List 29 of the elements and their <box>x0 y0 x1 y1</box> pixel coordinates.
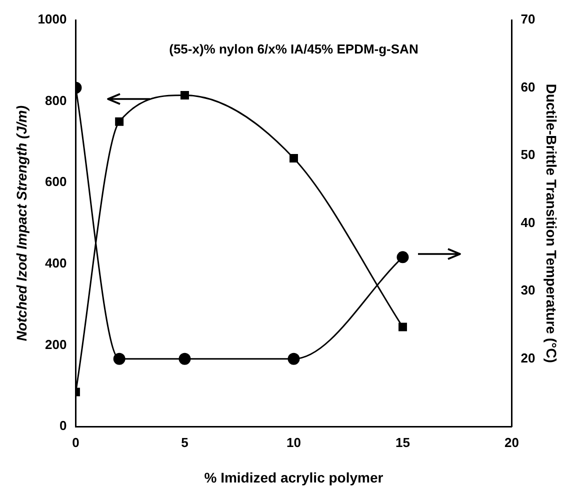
x-axis-title: % Imidized acrylic polymer <box>204 469 384 486</box>
y2-tick-label: 60 <box>520 79 536 94</box>
y2-tick-label: 40 <box>520 214 536 230</box>
y2-tick-label: 30 <box>520 282 536 298</box>
annotation: (55-x)% nylon 6/x% IA/45% EPDM-g-SAN <box>169 42 418 57</box>
point <box>396 251 409 264</box>
y-axis-title: Notched Izod Impact Strength (J/m) <box>13 105 30 342</box>
point <box>115 117 124 126</box>
x-tick-label: 20 <box>504 434 519 450</box>
point <box>113 352 126 365</box>
y2-axis-title: Ductile-Brittle Transition Temperature (°C) <box>544 84 560 363</box>
y-tick-label: 200 <box>45 336 67 352</box>
y-tick-label: 1000 <box>38 12 67 27</box>
point <box>178 352 191 365</box>
y-tick-label: 600 <box>45 174 67 190</box>
y-tick-label: 400 <box>45 256 67 271</box>
y2-tick-label: 20 <box>520 350 536 366</box>
y-tick-label: 0 <box>59 418 67 434</box>
y2-tick-label: 50 <box>520 147 536 162</box>
x-tick-label: 10 <box>286 434 301 450</box>
x-tick-label: 15 <box>396 434 410 450</box>
y2-tick-label: 70 <box>520 12 536 27</box>
point <box>288 352 300 365</box>
x-tick-label: 5 <box>181 434 188 450</box>
y-tick-label: 800 <box>45 92 67 108</box>
point <box>180 90 189 100</box>
point <box>398 322 407 332</box>
x-tick-label: 0 <box>72 434 80 450</box>
point <box>289 154 298 162</box>
